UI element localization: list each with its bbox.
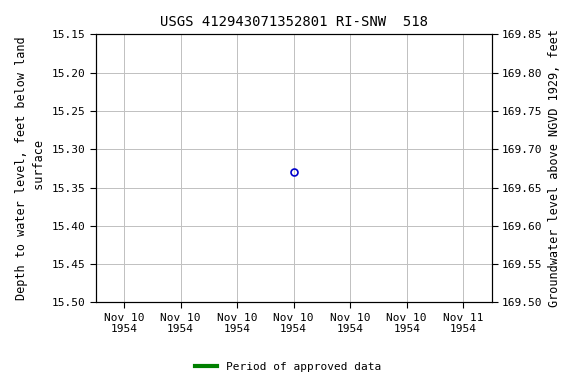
- Title: USGS 412943071352801 RI-SNW  518: USGS 412943071352801 RI-SNW 518: [160, 15, 427, 29]
- Y-axis label: Depth to water level, feet below land
 surface: Depth to water level, feet below land su…: [15, 36, 46, 300]
- Legend: Period of approved data: Period of approved data: [191, 358, 385, 377]
- Y-axis label: Groundwater level above NGVD 1929, feet: Groundwater level above NGVD 1929, feet: [548, 30, 561, 307]
